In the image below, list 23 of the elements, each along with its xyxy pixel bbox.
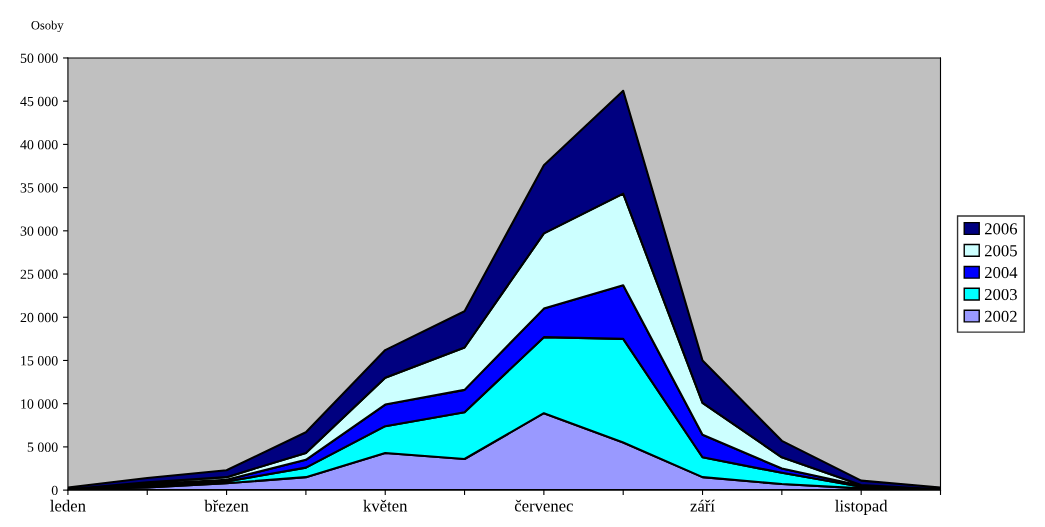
x-tick-label: leden bbox=[50, 499, 86, 512]
x-tick-label: září bbox=[690, 499, 715, 512]
x-tick-label: červenec bbox=[514, 499, 573, 512]
y-tick-label: 50 000 bbox=[20, 53, 58, 63]
legend-label: 2005 bbox=[984, 245, 1017, 257]
y-tick-label: 40 000 bbox=[20, 139, 58, 150]
y-axis-title: Osoby bbox=[31, 20, 64, 33]
legend-label: 2002 bbox=[984, 310, 1017, 323]
y-tick-label: 15 000 bbox=[21, 356, 58, 366]
y-tick-label: 5 000 bbox=[27, 442, 58, 452]
y-tick-label: 30 000 bbox=[20, 226, 58, 236]
y-tick-label: 35 000 bbox=[20, 183, 58, 193]
legend-label: 2004 bbox=[984, 267, 1018, 279]
x-tick-label: květen bbox=[363, 499, 408, 512]
y-tick-label: 20 000 bbox=[20, 312, 58, 323]
legend-label: 2003 bbox=[984, 288, 1017, 301]
x-tick-label: březen bbox=[204, 499, 249, 512]
y-tick-label: 0 bbox=[51, 485, 58, 496]
y-tick-label: 10 000 bbox=[21, 399, 58, 409]
y-tick-label: 25 000 bbox=[20, 269, 58, 279]
legend-label: 2006 bbox=[984, 223, 1018, 235]
x-tick-label: listopad bbox=[835, 499, 888, 515]
y-tick-label: 45 000 bbox=[20, 96, 58, 107]
